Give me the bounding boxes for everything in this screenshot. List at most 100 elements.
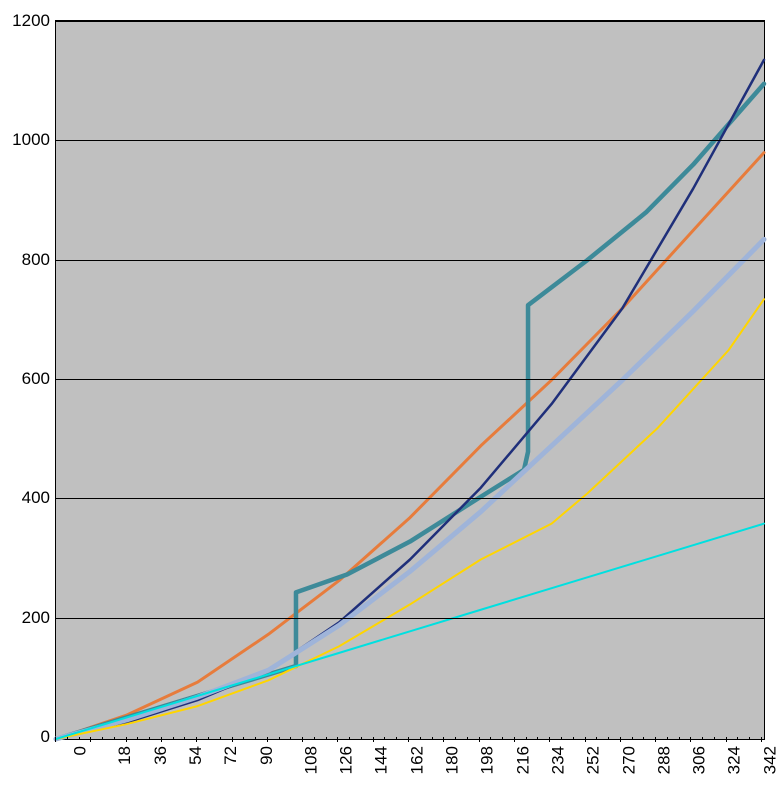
x-minor-tick (220, 737, 221, 740)
x-axis-label: 342 (760, 746, 778, 774)
x-axis-label: 144 (372, 746, 392, 774)
x-minor-tick (55, 737, 56, 740)
x-minor-tick (337, 737, 338, 740)
x-minor-tick (279, 737, 280, 740)
x-minor-tick (526, 737, 527, 740)
y-axis-label: 0 (0, 727, 50, 747)
x-minor-tick (585, 737, 586, 740)
y-axis-label: 1200 (0, 11, 50, 31)
x-minor-tick (196, 737, 197, 740)
x-minor-tick (314, 737, 315, 740)
x-minor-tick (137, 737, 138, 740)
x-minor-tick (655, 737, 656, 740)
x-axis-label: 162 (407, 746, 427, 774)
x-axis-label: 90 (256, 746, 276, 765)
x-minor-tick (290, 737, 291, 740)
x-axis-label: 216 (513, 746, 533, 774)
x-minor-tick (714, 737, 715, 740)
x-minor-tick (467, 737, 468, 740)
gridline (56, 260, 764, 261)
x-axis-label: 306 (689, 746, 709, 774)
x-minor-tick (396, 737, 397, 740)
x-minor-tick (302, 737, 303, 740)
x-minor-tick (126, 737, 127, 740)
x-minor-tick (643, 737, 644, 740)
x-minor-tick (490, 737, 491, 740)
y-axis-label: 800 (0, 250, 50, 270)
x-minor-tick (537, 737, 538, 740)
gridline (56, 140, 764, 141)
x-minor-tick (232, 737, 233, 740)
y-axis-label: 200 (0, 608, 50, 628)
x-minor-tick (408, 737, 409, 740)
x-minor-tick (67, 737, 68, 740)
x-minor-tick (420, 737, 421, 740)
x-minor-tick (90, 737, 91, 740)
x-axis-label: 54 (186, 746, 206, 765)
x-minor-tick (749, 737, 750, 740)
gridline (56, 618, 764, 619)
x-axis-label: 234 (548, 746, 568, 774)
y-axis-label: 600 (0, 369, 50, 389)
x-minor-tick (161, 737, 162, 740)
x-axis-label: 0 (70, 746, 90, 755)
x-minor-tick (608, 737, 609, 740)
x-axis-label: 270 (619, 746, 639, 774)
x-minor-tick (573, 737, 574, 740)
x-minor-tick (514, 737, 515, 740)
x-minor-tick (443, 737, 444, 740)
gridline (56, 498, 764, 499)
series-layer (56, 21, 764, 739)
x-minor-tick (373, 737, 374, 740)
x-minor-tick (173, 737, 174, 740)
x-minor-tick (184, 737, 185, 740)
x-axis-label: 18 (115, 746, 135, 765)
gridline (56, 379, 764, 380)
x-minor-tick (384, 737, 385, 740)
x-minor-tick (549, 737, 550, 740)
x-minor-tick (726, 737, 727, 740)
plot-area (55, 20, 765, 740)
x-minor-tick (243, 737, 244, 740)
y-axis-label: 1000 (0, 130, 50, 150)
x-minor-tick (502, 737, 503, 740)
series-light-blue (56, 239, 764, 739)
x-minor-tick (114, 737, 115, 740)
x-minor-tick (208, 737, 209, 740)
x-minor-tick (690, 737, 691, 740)
x-axis-label: 288 (654, 746, 674, 774)
x-minor-tick (632, 737, 633, 740)
x-minor-tick (620, 737, 621, 740)
x-minor-tick (761, 737, 762, 740)
x-axis-label: 198 (478, 746, 498, 774)
x-axis-label: 108 (301, 746, 321, 774)
x-minor-tick (667, 737, 668, 740)
x-minor-tick (102, 737, 103, 740)
x-minor-tick (455, 737, 456, 740)
series-orange (56, 153, 764, 739)
x-minor-tick (679, 737, 680, 740)
x-minor-tick (255, 737, 256, 740)
x-axis-label: 36 (151, 746, 171, 765)
y-axis-label: 400 (0, 488, 50, 508)
x-minor-tick (737, 737, 738, 740)
x-minor-tick (267, 737, 268, 740)
x-minor-tick (361, 737, 362, 740)
series-teal-step (56, 84, 764, 739)
series-navy (56, 60, 764, 739)
x-minor-tick (326, 737, 327, 740)
x-minor-tick (149, 737, 150, 740)
x-axis-label: 252 (584, 746, 604, 774)
x-minor-tick (79, 737, 80, 740)
x-axis-label: 324 (725, 746, 745, 774)
chart-container: 0 200 400 600 800 1000 1200 0 18 36 54 72 90 108 126 14… (0, 0, 778, 801)
gridline (56, 21, 764, 22)
x-minor-tick (479, 737, 480, 740)
x-axis-label: 72 (221, 746, 241, 765)
x-axis-label: 126 (336, 746, 356, 774)
x-minor-tick (561, 737, 562, 740)
x-minor-tick (349, 737, 350, 740)
x-minor-tick (432, 737, 433, 740)
x-minor-tick (702, 737, 703, 740)
x-minor-tick (596, 737, 597, 740)
